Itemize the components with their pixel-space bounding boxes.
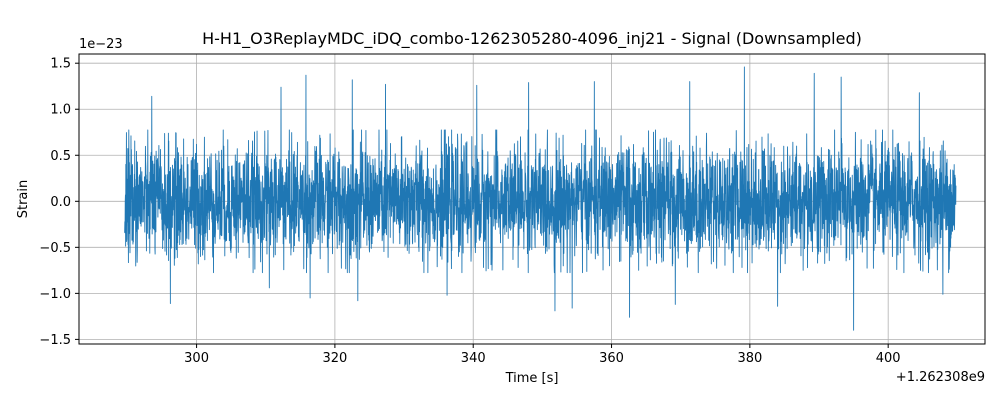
y-axis-label: Strain — [16, 180, 31, 219]
y-tick-label: 1.5 — [50, 57, 71, 72]
y-tick-label: −1.0 — [39, 287, 71, 302]
y-tick-label: 0.0 — [50, 195, 71, 210]
x-axis-label: Time [s] — [505, 371, 559, 386]
y-tick-label: −1.5 — [39, 333, 71, 348]
y-tick-label: 1.0 — [50, 103, 71, 118]
signal-line — [124, 66, 957, 331]
x-tick-label: 400 — [876, 351, 901, 366]
x-tick-label: 320 — [322, 351, 347, 366]
x-tick-label: 380 — [737, 351, 762, 366]
y-tick-label: −0.5 — [39, 241, 71, 256]
x-offset-label: +1.262308e9 — [896, 370, 985, 385]
signal-series — [124, 66, 957, 331]
x-tick-label: 340 — [461, 351, 486, 366]
plot-frame — [78, 53, 986, 345]
chart-title: H-H1_O3ReplayMDC_iDQ_combo-1262305280-40… — [202, 29, 862, 49]
x-tick-label: 300 — [184, 351, 209, 366]
y-axis-ticks: −1.5 −1.0 −0.5 0.0 0.5 1.0 1.5 — [39, 57, 79, 348]
y-scale-offset-label: 1e−23 — [79, 37, 123, 52]
x-tick-label: 360 — [599, 351, 624, 366]
x-axis-ticks: 300 320 340 360 380 400 — [184, 344, 901, 366]
y-tick-label: 0.5 — [50, 149, 71, 164]
